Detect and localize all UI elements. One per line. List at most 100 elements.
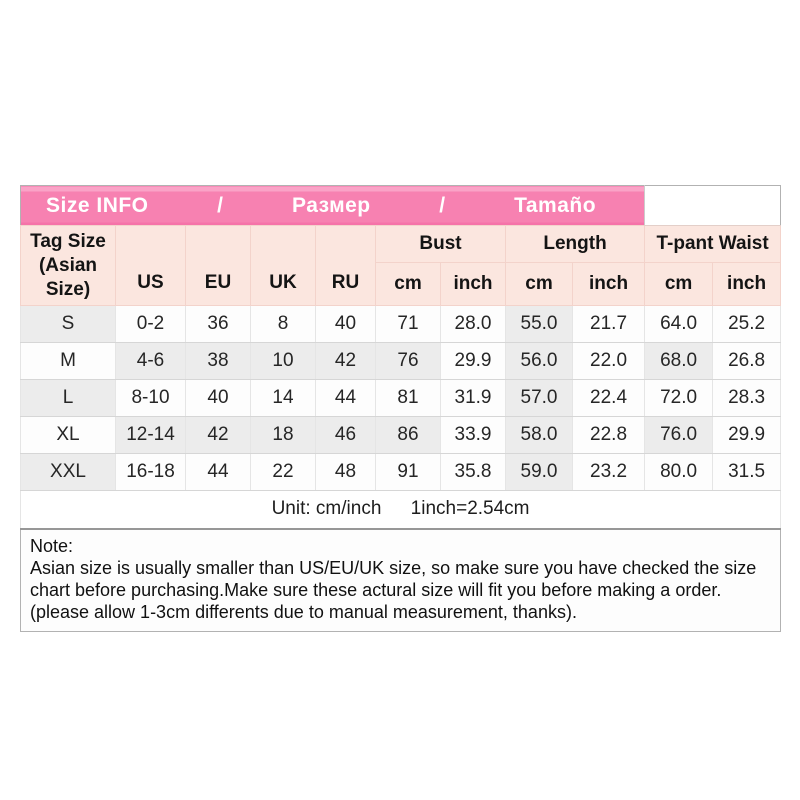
table-cell: 40 bbox=[185, 379, 251, 417]
table-cell: 38 bbox=[185, 342, 251, 380]
size-tag-cell: L bbox=[20, 379, 116, 417]
table-cell: 29.9 bbox=[712, 416, 782, 454]
table-cell: 14 bbox=[250, 379, 316, 417]
table-cell: 22.4 bbox=[571, 379, 646, 417]
table-cell: 44 bbox=[315, 379, 376, 417]
table-cell: 16-18 bbox=[115, 453, 186, 491]
table-cell: 68.0 bbox=[644, 342, 714, 380]
table-cell: 29.9 bbox=[440, 342, 506, 380]
table-cell: 28.0 bbox=[440, 305, 506, 343]
column-group-bust: Bust bbox=[375, 225, 506, 263]
table-cell: 76.0 bbox=[644, 416, 714, 454]
table-cell: 28.3 bbox=[712, 379, 782, 417]
table-cell: 21.7 bbox=[571, 305, 646, 343]
table-cell: 36 bbox=[185, 305, 251, 343]
table-cell: 10 bbox=[250, 342, 316, 380]
table-cell: 4-6 bbox=[115, 342, 186, 380]
tag-size-line: Size) bbox=[45, 278, 91, 300]
table-cell: 56.0 bbox=[505, 342, 573, 380]
subcolumn-length-inch: inch bbox=[571, 262, 646, 306]
size-tag-cell: XXL bbox=[20, 453, 116, 491]
banner-title-en: Size INFO bbox=[46, 193, 149, 217]
table-cell: 71 bbox=[375, 305, 441, 343]
table-cell: 23.2 bbox=[571, 453, 646, 491]
table-cell: 57.0 bbox=[505, 379, 573, 417]
unit-cell: Unit: cm/inch 1inch=2.54cm bbox=[19, 490, 782, 529]
banner-title-ru: Размер bbox=[292, 193, 371, 217]
table-cell: 12-14 bbox=[115, 416, 186, 454]
note-cell: Note: Asian size is usually smaller than… bbox=[20, 527, 781, 631]
table-cell: 91 bbox=[375, 453, 441, 491]
table-cell: 40 bbox=[315, 305, 376, 343]
column-header-us: US bbox=[115, 225, 186, 306]
table-cell: 42 bbox=[315, 342, 376, 380]
table-cell: 46 bbox=[315, 416, 376, 454]
size-tag-cell: S bbox=[20, 305, 116, 343]
table-cell: 64.0 bbox=[644, 305, 714, 343]
table-cell: 44 bbox=[185, 453, 251, 491]
table-cell: 31.9 bbox=[440, 379, 506, 417]
table-cell: 8-10 bbox=[115, 379, 186, 417]
table-cell: 58.0 bbox=[505, 416, 573, 454]
subcolumn-bust-inch: inch bbox=[440, 262, 506, 306]
subcolumn-waist-inch: inch bbox=[712, 262, 782, 306]
table-cell: 22.0 bbox=[571, 342, 646, 380]
table-cell: 31.5 bbox=[712, 453, 782, 491]
table-row: XL 12-14 42 18 46 86 33.9 58.0 22.8 76.0 29.9 bbox=[20, 416, 782, 454]
table-cell: 8 bbox=[250, 305, 316, 343]
subcolumn-waist-cm: cm bbox=[644, 262, 714, 306]
table-cell: 22.8 bbox=[571, 416, 646, 454]
table-cell: 18 bbox=[250, 416, 316, 454]
size-chart: Size INFO / Размер / Tamaño Tag Size (As… bbox=[19, 185, 782, 632]
table-cell: 72.0 bbox=[644, 379, 714, 417]
table-row: S 0-2 36 8 40 71 28.0 55.0 21.7 64.0 25.2 bbox=[20, 305, 782, 343]
column-group-tpant-waist: T-pant Waist bbox=[644, 225, 782, 263]
table-cell: 59.0 bbox=[505, 453, 573, 491]
banner-text: Size INFO / Размер / Tamaño bbox=[21, 194, 644, 218]
table-cell: 80.0 bbox=[644, 453, 714, 491]
column-header-tag-size: Tag Size (Asian Size) bbox=[20, 225, 116, 306]
banner-separator: / bbox=[439, 193, 446, 217]
subcolumn-length-cm: cm bbox=[505, 262, 573, 306]
column-header-eu: EU bbox=[185, 225, 251, 306]
banner: Size INFO / Размер / Tamaño bbox=[20, 185, 645, 226]
table-cell: 55.0 bbox=[505, 305, 573, 343]
table-cell: 35.8 bbox=[440, 453, 506, 491]
table-cell: 0-2 bbox=[115, 305, 186, 343]
subcolumn-bust-cm: cm bbox=[375, 262, 441, 306]
table-cell: 48 bbox=[315, 453, 376, 491]
note-body: Asian size is usually smaller than US/EU… bbox=[30, 557, 757, 622]
unit-label: Unit: cm/inch bbox=[271, 498, 382, 520]
tag-size-line: Tag Size bbox=[30, 230, 106, 252]
table-cell: 81 bbox=[375, 379, 441, 417]
table-row: M 4-6 38 10 42 76 29.9 56.0 22.0 68.0 26.8 bbox=[20, 342, 782, 380]
column-header-ru: RU bbox=[315, 225, 376, 306]
header-row-groups: Tag Size (Asian Size) US EU UK RU Bust L… bbox=[20, 225, 782, 306]
unit-conversion: 1inch=2.54cm bbox=[410, 498, 530, 520]
size-tag-cell: M bbox=[20, 342, 116, 380]
note-row: Note: Asian size is usually smaller than… bbox=[20, 527, 781, 631]
table-cell: 33.9 bbox=[440, 416, 506, 454]
size-chart-table: Size INFO / Размер / Tamaño Tag Size (As… bbox=[19, 185, 782, 632]
table-cell: 76 bbox=[375, 342, 441, 380]
header-row-units: cm inch cm inch cm inch bbox=[21, 262, 782, 306]
column-header-uk: UK bbox=[250, 225, 316, 306]
column-group-length: Length bbox=[504, 225, 646, 263]
size-tag-cell: XL bbox=[20, 416, 116, 454]
table-cell: 86 bbox=[375, 416, 441, 454]
table-cell: 25.2 bbox=[712, 305, 782, 343]
banner-separator: / bbox=[217, 193, 224, 217]
table-body: S 0-2 36 8 40 71 28.0 55.0 21.7 64.0 25.2 M 4-6 38 10 4… bbox=[20, 305, 782, 491]
table-cell: 42 bbox=[185, 416, 251, 454]
banner-title-es: Tamaño bbox=[514, 193, 597, 217]
banner-blank-cell bbox=[644, 185, 781, 226]
note-title: Note: bbox=[30, 535, 74, 556]
table-cell: 26.8 bbox=[712, 342, 782, 380]
table-row: XXL 16-18 44 22 48 91 35.8 59.0 23.2 80.0 31.5 bbox=[20, 453, 782, 491]
banner-row: Size INFO / Размер / Tamaño bbox=[20, 185, 781, 226]
table-cell: 22 bbox=[250, 453, 316, 491]
table-row: L 8-10 40 14 44 81 31.9 57.0 22.4 72.0 28.3 bbox=[20, 379, 782, 417]
tag-size-line: (Asian bbox=[38, 254, 98, 276]
unit-row: Unit: cm/inch 1inch=2.54cm bbox=[19, 490, 782, 529]
